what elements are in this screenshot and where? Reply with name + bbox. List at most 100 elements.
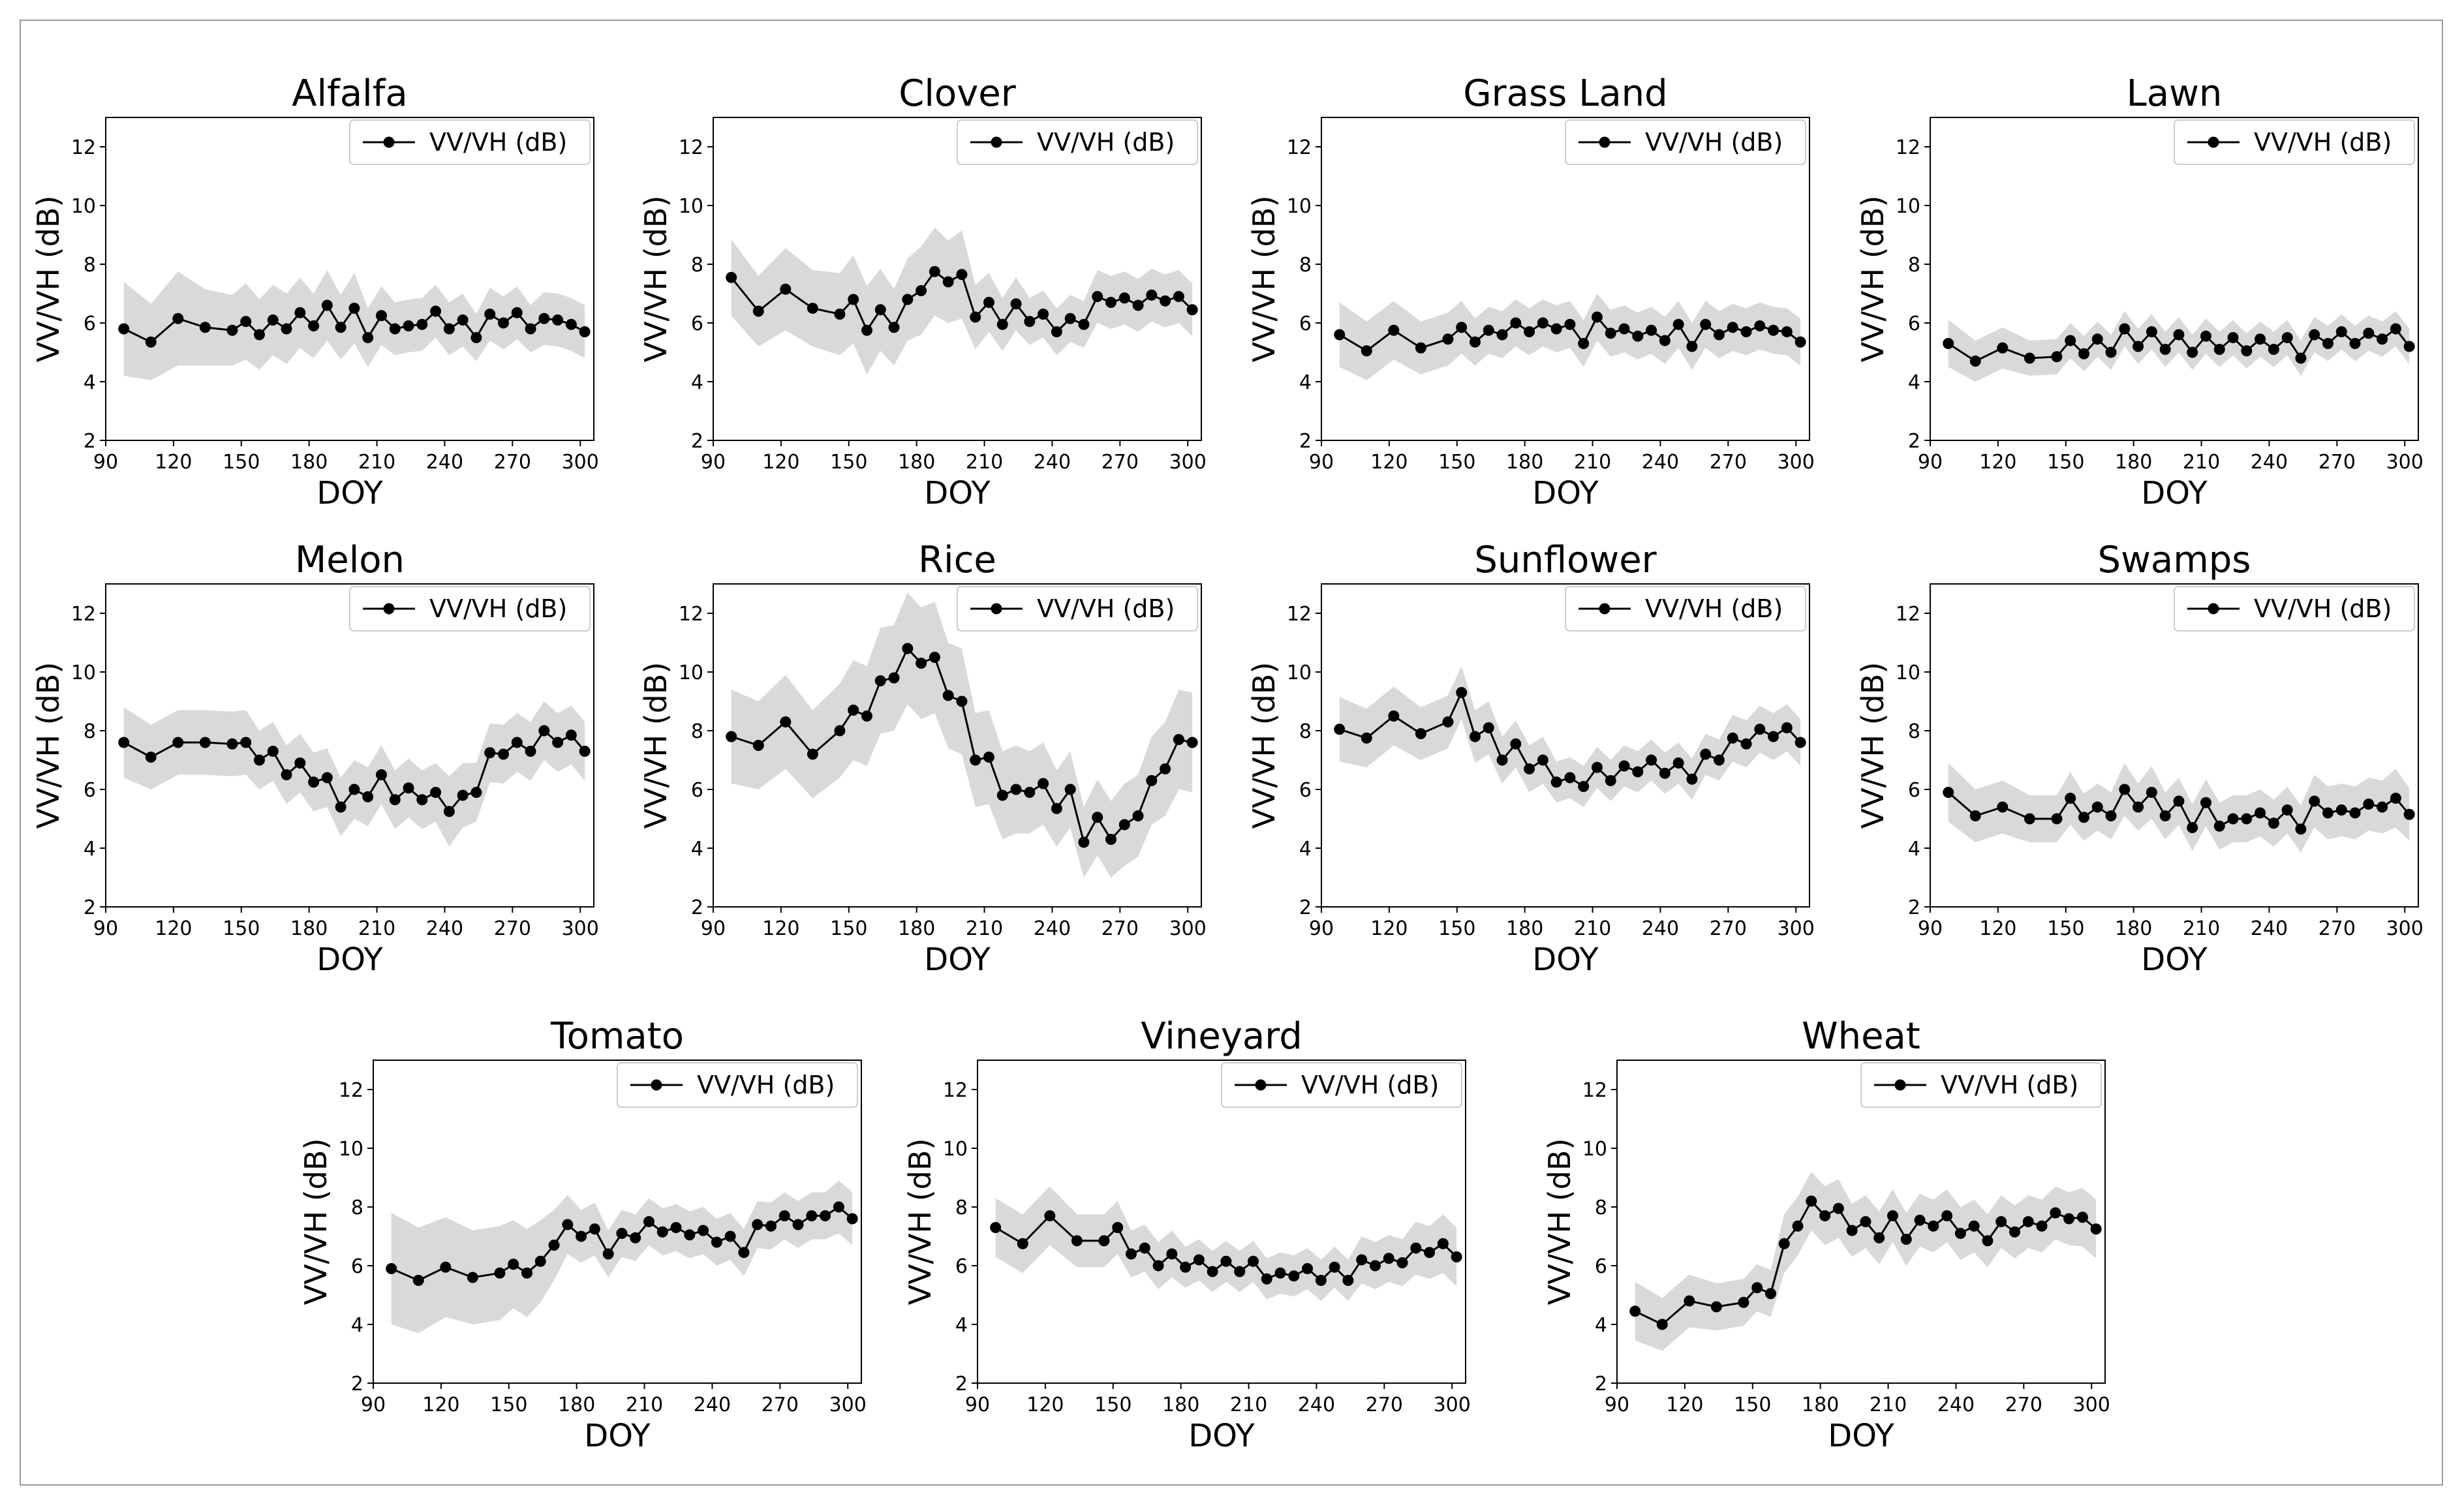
y-axis-label: VV/VH (dB) [902,1138,938,1305]
data-point [281,769,292,780]
data-point [1656,1319,1668,1330]
data-point [1564,772,1576,784]
data-point [389,323,401,335]
data-point [848,294,859,305]
data-point [2322,338,2333,349]
x-axis-label: DOY [1828,1418,1894,1454]
legend-label: VV/VH (dB) [697,1071,835,1099]
data-point [1672,757,1684,769]
legend-box [349,119,591,165]
data-point [1792,1220,1804,1232]
y-tick-label: 10 [71,195,96,218]
panel-title: Lawn [2127,72,2223,115]
legend-point-marker [1599,136,1610,148]
y-axis-label: VV/VH (dB) [1246,662,1282,829]
data-point [1334,329,1346,341]
data-point [2241,813,2253,825]
data-point [226,324,238,336]
data-point [538,725,550,737]
data-point [1727,322,1738,333]
data-point [2295,352,2307,364]
x-tick-label: 240 [2251,917,2288,940]
x-tick-label: 240 [1937,1394,1975,1416]
data-point [1388,324,1400,336]
data-point [1710,1301,1722,1313]
x-tick-label: 120 [1979,917,2016,940]
data-point [996,789,1008,801]
data-point [253,329,265,341]
data-point [752,1219,763,1230]
legend-box [349,586,591,632]
data-point [2146,326,2157,337]
x-tick-label: 300 [1778,451,1815,474]
data-point [1768,324,1779,336]
x-tick-label: 270 [494,917,531,940]
data-point [1064,784,1076,795]
x-tick-label: 90 [965,1394,990,1416]
data-point [929,652,940,663]
plot-area-frame [713,583,1202,908]
data-point [1860,1216,1871,1227]
x-tick-label: 240 [1642,917,1679,940]
confidence-band [731,592,1193,878]
legend-point-marker [1255,1079,1267,1091]
x-tick-label: 120 [1666,1394,1703,1416]
y-tick-label: 10 [1896,195,1920,218]
x-tick-label: 270 [1710,451,1747,474]
data-point [389,794,401,806]
data-point [1410,1242,1422,1254]
data-point [956,269,968,281]
data-point [253,754,265,766]
data-point [1496,329,1508,341]
y-tick-label: 10 [943,1138,968,1161]
data-point [616,1228,628,1239]
legend-box [1565,586,1806,632]
data-point [1207,1266,1218,1277]
data-point [1914,1214,1926,1226]
y-tick-label: 6 [1299,313,1312,335]
x-tick-label: 210 [1574,451,1611,474]
data-point [1064,313,1076,324]
data-point [1997,801,2009,813]
data-point [484,309,496,320]
legend-box [2174,586,2415,632]
data-point [1618,760,1630,772]
data-point [1672,318,1684,330]
data-point [1928,1220,1939,1232]
data-point [2281,332,2293,343]
data-point [525,746,536,757]
plot-area-frame [1930,117,2419,441]
data-point [1105,834,1116,845]
data-point [1329,1261,1340,1273]
data-point [1247,1255,1259,1267]
data-point [1806,1195,1817,1207]
confidence-band [1635,1172,2097,1351]
data-point [1166,1248,1178,1260]
y-tick-label: 12 [1896,136,1920,159]
y-tick-label: 4 [84,838,96,861]
data-point [1456,687,1468,698]
data-point [412,1275,424,1286]
data-point [1160,295,1171,307]
data-point [888,672,900,684]
data-point [1186,737,1198,748]
legend-label: VV/VH (dB) [1645,594,1783,623]
data-point [362,332,374,343]
data-point [2063,1213,2075,1225]
x-tick-label: 150 [830,917,867,940]
confidence-band [731,227,1193,374]
data-point [240,737,252,748]
y-tick-label: 4 [351,1314,363,1337]
y-tick-label: 2 [84,430,96,453]
y-tick-label: 2 [1595,1373,1607,1396]
panel-rice: 90 120 150 180 210 240 270 300 2 4 6 8 10 12 Rice DOY VV… [638,539,1207,978]
data-point [2078,812,2089,823]
legend-label: VV/VH (dB) [2254,128,2392,157]
x-tick-label: 270 [1366,1394,1403,1416]
data-point [2227,332,2239,343]
legend-label: VV/VH (dB) [2254,594,2392,623]
data-point [1537,754,1548,766]
x-tick-label: 150 [2047,917,2084,940]
data-point [1751,1282,1763,1294]
plot-area-frame [105,583,594,908]
